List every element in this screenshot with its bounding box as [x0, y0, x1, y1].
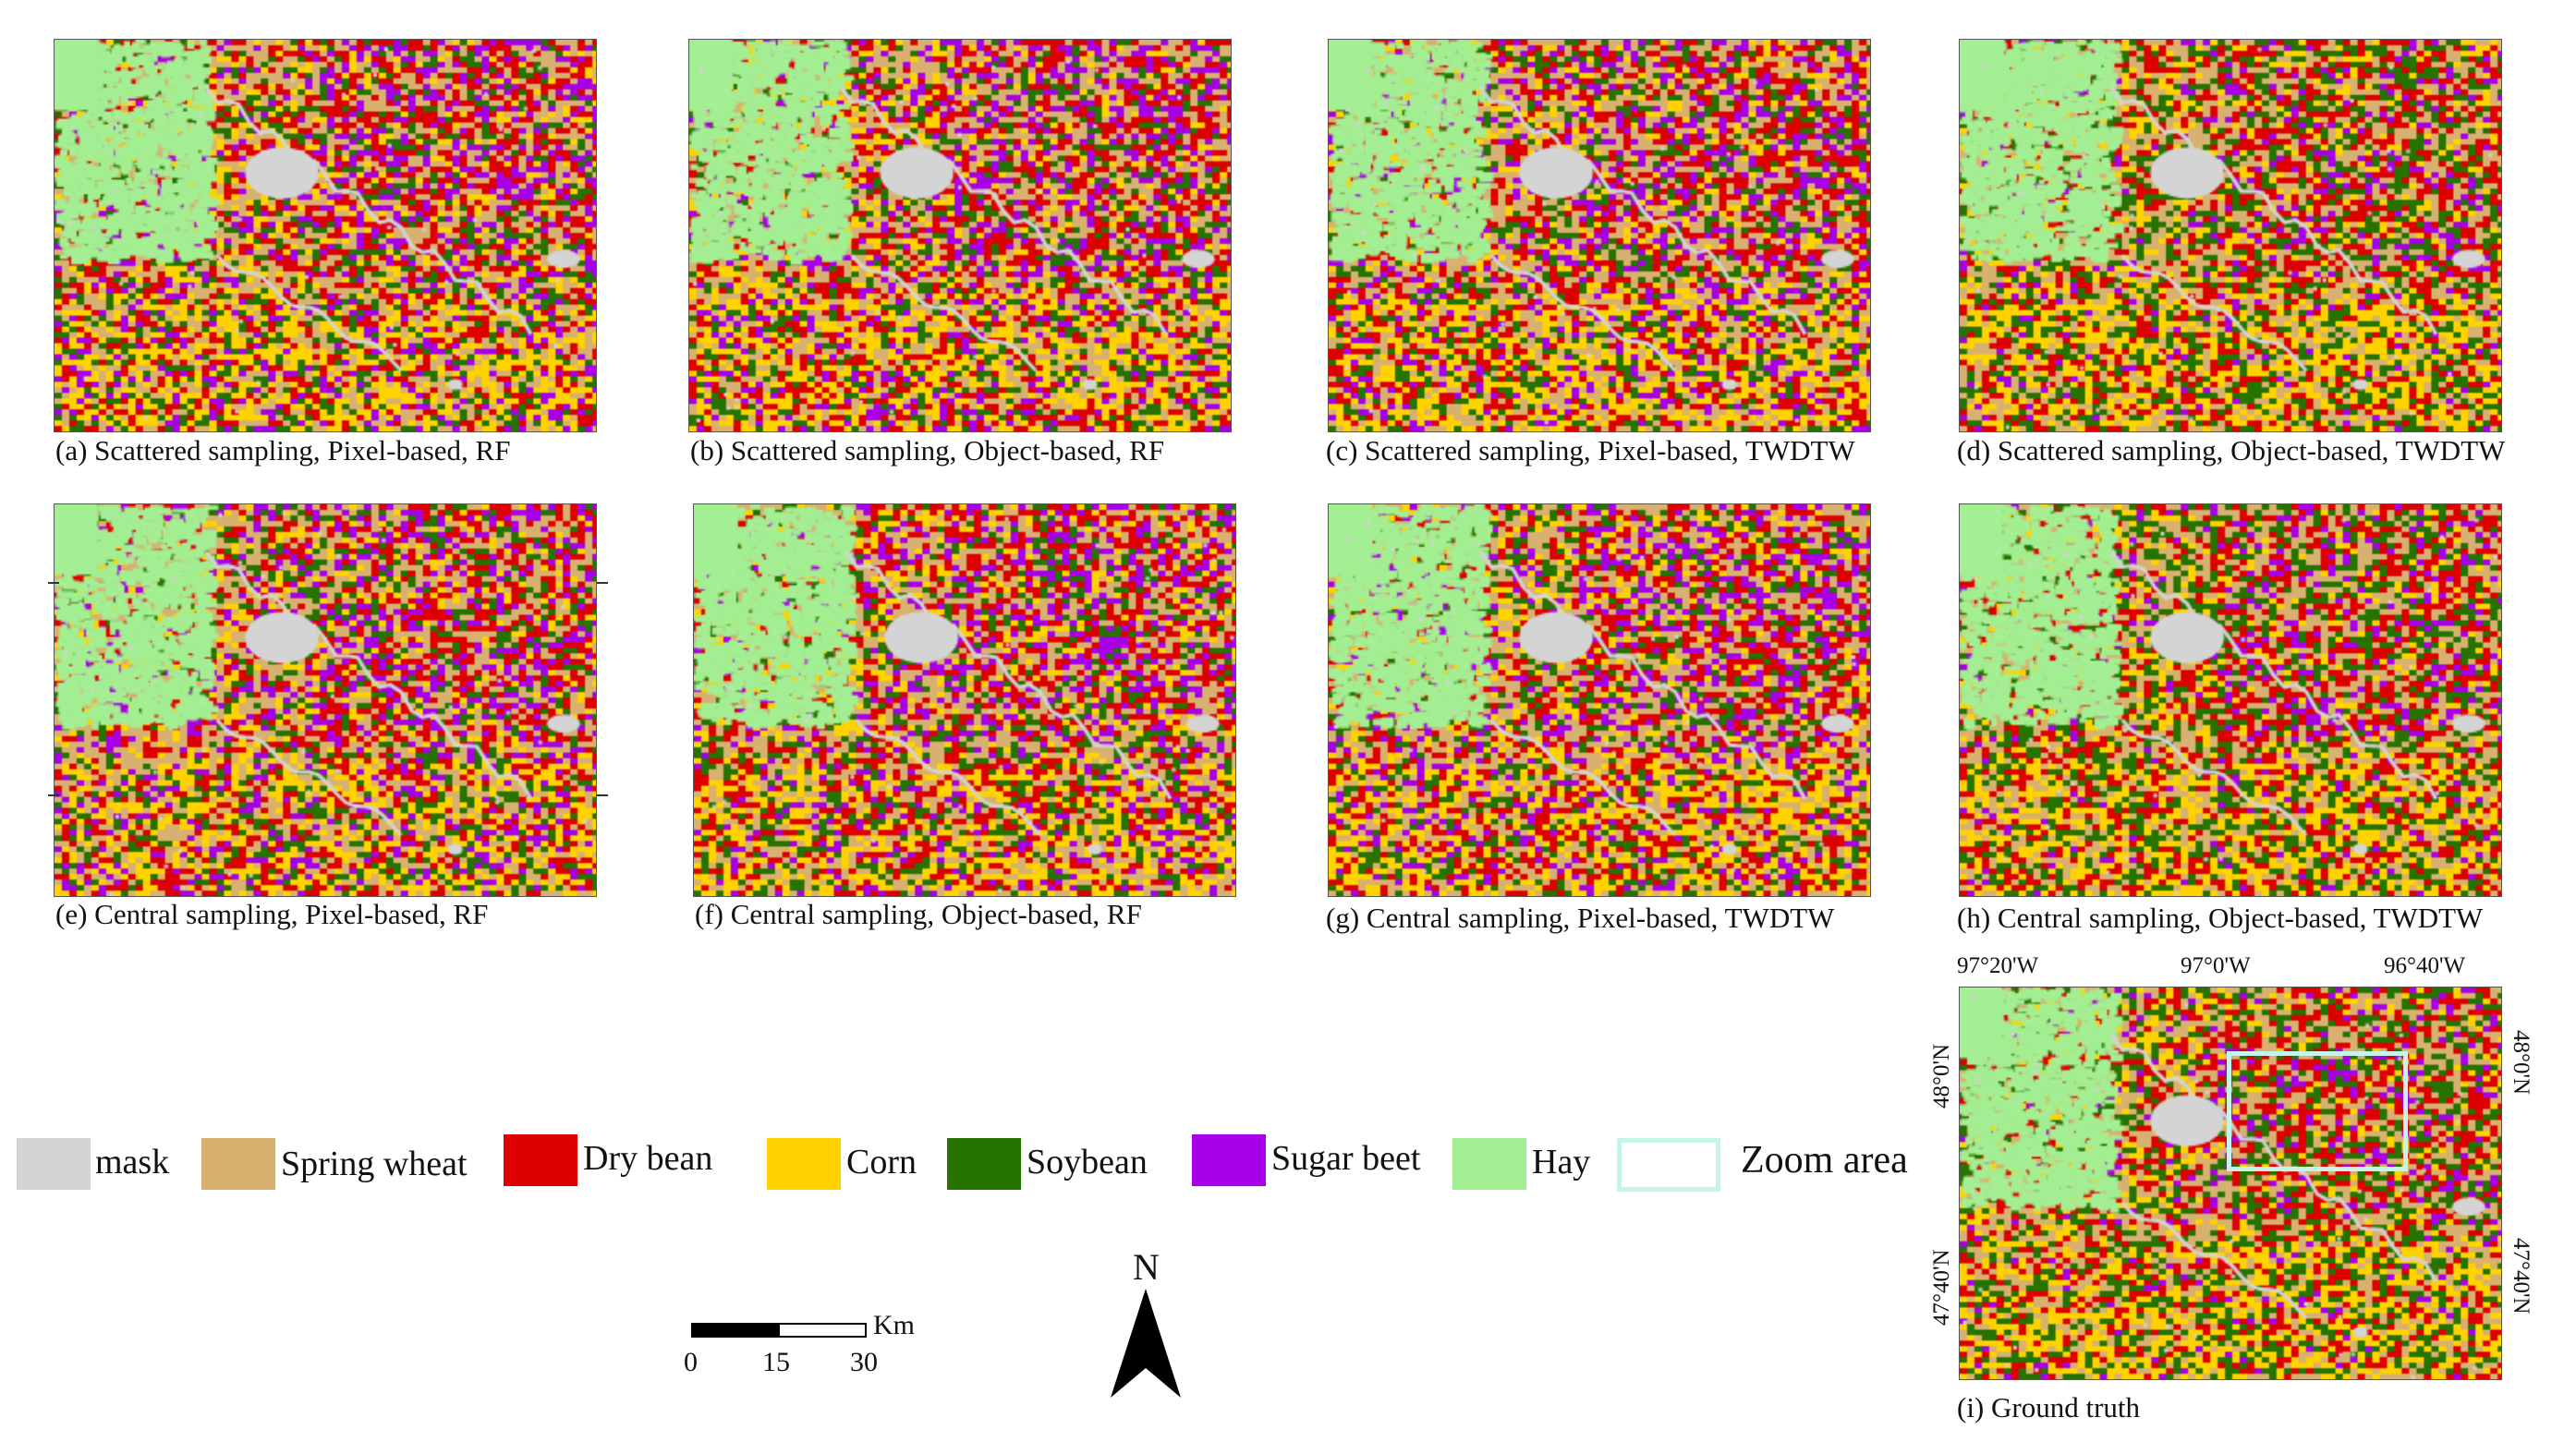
scale-bar	[691, 1323, 867, 1338]
panel-caption: (a) Scattered sampling, Pixel-based, RF	[55, 434, 511, 466]
panel-caption: (c) Scattered sampling, Pixel-based, TWD…	[1326, 434, 1855, 466]
map-panel-d	[1959, 39, 2502, 432]
legend-swatch	[947, 1138, 1021, 1190]
legend-label: mask	[95, 1143, 170, 1181]
map-image	[1328, 39, 1871, 432]
legend-label: Soybean	[1027, 1143, 1148, 1181]
map-edge-tick	[48, 794, 59, 796]
map-image	[1959, 987, 2502, 1380]
coord-right-label: 47°40'N	[2509, 1238, 2533, 1315]
legend-swatch	[1452, 1138, 1526, 1190]
legend-label: Hay	[1532, 1143, 1591, 1181]
panel-caption: (h) Central sampling, Object-based, TWDT…	[1957, 902, 2484, 934]
map-edge-tick	[48, 582, 59, 584]
legend-swatch	[1617, 1138, 1720, 1192]
legend-swatch	[767, 1138, 841, 1190]
map-image	[1959, 39, 2502, 432]
map-panel-i	[1959, 987, 2502, 1380]
legend-label: Sugar beet	[1271, 1139, 1421, 1178]
coord-top-label: 97°20'W	[1957, 953, 2039, 978]
map-panel-h	[1959, 503, 2502, 897]
panel-caption: (b) Scattered sampling, Object-based, RF	[690, 434, 1165, 466]
map-edge-tick	[597, 582, 608, 584]
panel-caption: (i) Ground truth	[1957, 1391, 2141, 1424]
coord-top-label: 96°40'W	[2384, 953, 2466, 978]
scale-unit: Km	[873, 1310, 915, 1340]
map-panel-g	[1328, 503, 1871, 897]
north-label: N	[1133, 1246, 1160, 1288]
coord-left-label: 47°40'N	[1929, 1249, 1954, 1326]
panel-caption: (g) Central sampling, Pixel-based, TWDTW	[1326, 902, 1835, 934]
panel-caption: (d) Scattered sampling, Object-based, TW…	[1957, 434, 2506, 466]
north-arrow-icon	[1111, 1289, 1181, 1398]
map-panel-e	[54, 503, 597, 897]
map-panel-a	[54, 39, 597, 432]
map-image	[54, 39, 597, 432]
map-image	[1959, 503, 2502, 897]
map-panel-f	[693, 503, 1236, 897]
legend-label: Corn	[846, 1143, 917, 1181]
map-image	[54, 503, 597, 897]
coord-top-label: 97°0'W	[2181, 953, 2251, 978]
coord-left-label: 48°0'N	[1929, 1043, 1954, 1109]
legend-swatch	[17, 1138, 91, 1190]
map-image	[1328, 503, 1871, 897]
panel-caption: (e) Central sampling, Pixel-based, RF	[55, 898, 489, 930]
map-image	[693, 503, 1236, 897]
map-image	[688, 39, 1232, 432]
map-panel-b	[688, 39, 1232, 432]
legend-label: Spring wheat	[281, 1145, 468, 1183]
legend-swatch	[1192, 1134, 1266, 1186]
zoom-area-box	[2227, 1051, 2408, 1171]
coord-right-label: 48°0'N	[2509, 1030, 2533, 1096]
legend-swatch	[504, 1134, 577, 1186]
panel-caption: (f) Central sampling, Object-based, RF	[695, 898, 1142, 930]
scale-label: 0	[684, 1347, 698, 1377]
map-panel-c	[1328, 39, 1871, 432]
scale-label: 30	[850, 1347, 878, 1377]
map-edge-tick	[597, 794, 608, 796]
scale-label: 15	[762, 1347, 790, 1377]
legend-label: Dry bean	[583, 1139, 713, 1178]
legend-label: Zoom area	[1741, 1139, 1908, 1181]
legend-swatch	[201, 1138, 275, 1190]
